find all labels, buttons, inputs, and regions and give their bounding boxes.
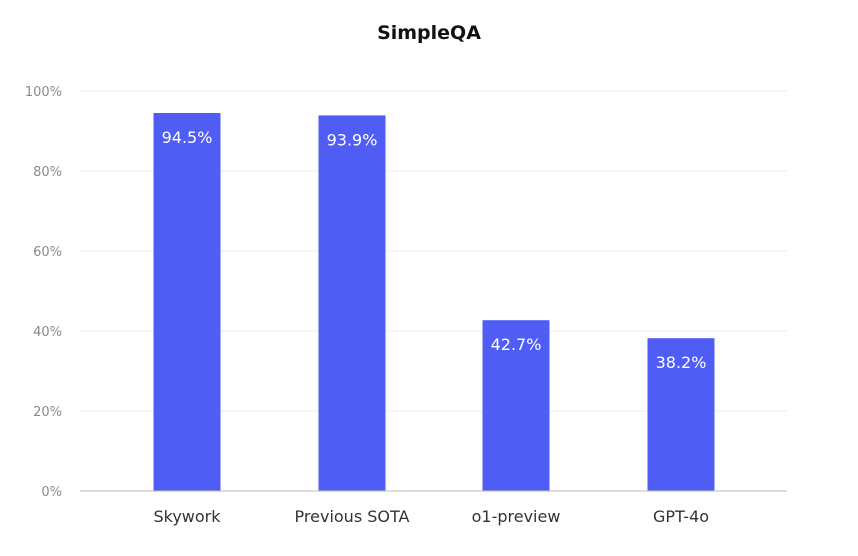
x-tick-label: Skywork <box>153 507 221 526</box>
y-axis-ticks: 0% 20% 40% 60% 80% 100% <box>25 85 62 500</box>
x-tick-label: o1-preview <box>472 507 561 526</box>
bar <box>482 320 550 491</box>
y-tick-label: 60% <box>33 245 62 260</box>
data-label: 93.9% <box>327 130 378 149</box>
y-tick-label: 40% <box>33 325 62 340</box>
y-tick-label: 0% <box>41 485 62 500</box>
y-tick-label: 20% <box>33 405 62 420</box>
data-label: 94.5% <box>162 128 213 147</box>
x-tick-label: Previous SOTA <box>295 507 410 526</box>
bar <box>153 113 221 491</box>
bar <box>318 115 386 492</box>
x-axis-ticks: Skywork Previous SOTA o1-preview GPT-4o <box>153 507 709 526</box>
y-tick-label: 100% <box>25 85 62 100</box>
data-label: 38.2% <box>656 353 707 372</box>
bar <box>647 338 715 491</box>
y-tick-label: 80% <box>33 165 62 180</box>
chart-title: SimpleQA <box>377 22 481 44</box>
data-labels: 94.5% 93.9% 42.7% 38.2% <box>162 128 707 372</box>
data-label: 42.7% <box>491 335 542 354</box>
bars <box>153 113 715 492</box>
x-tick-label: GPT-4o <box>653 507 709 526</box>
